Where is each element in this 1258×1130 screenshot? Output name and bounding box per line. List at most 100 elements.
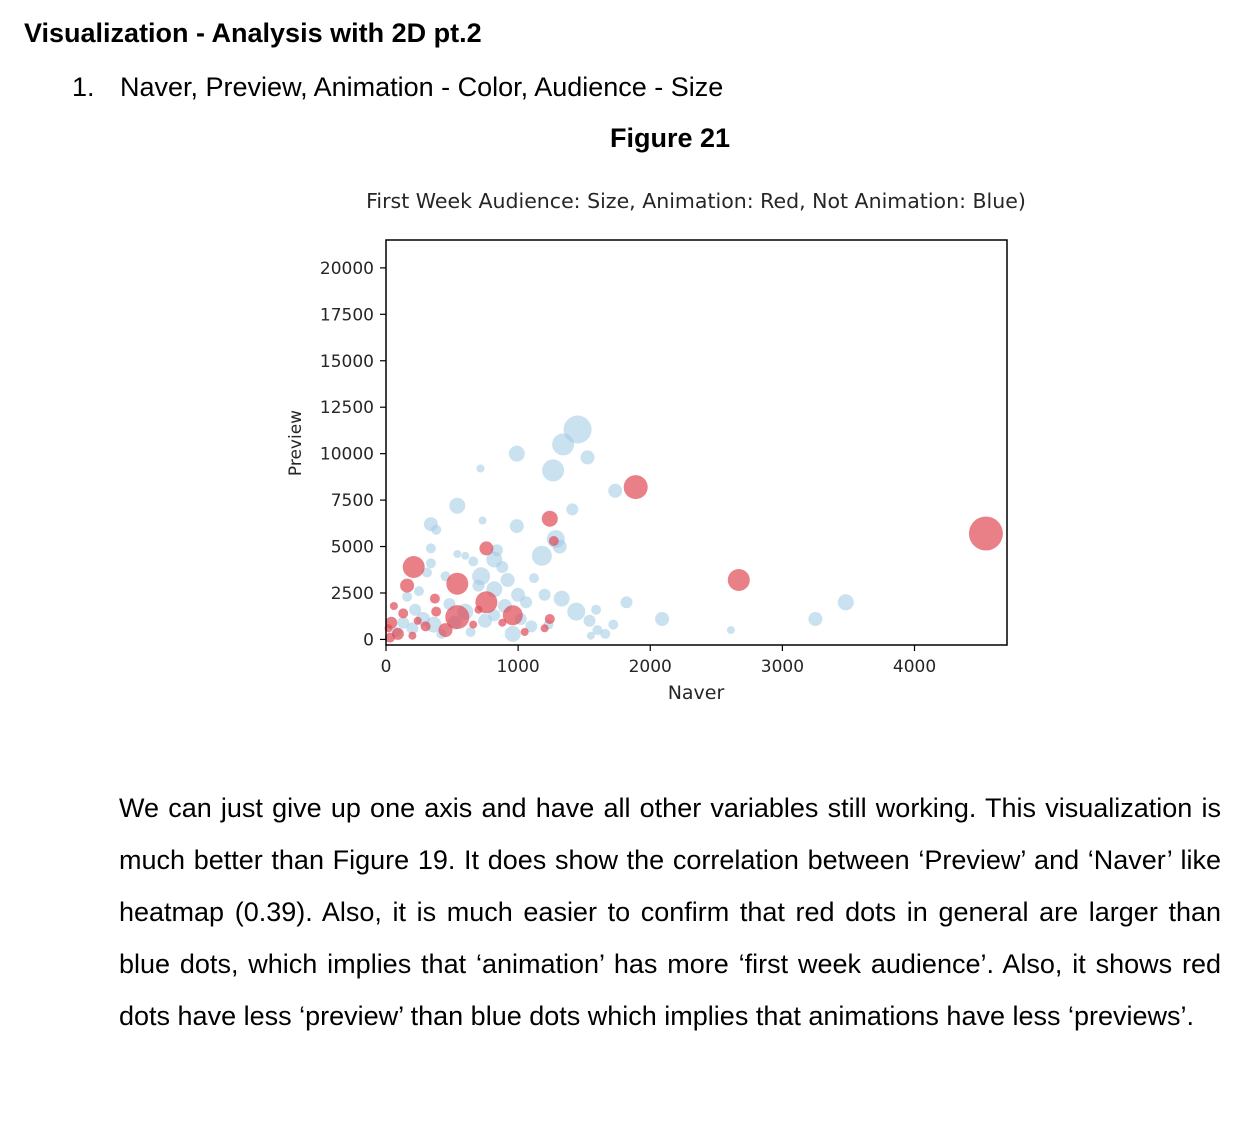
red-point-1 xyxy=(623,475,648,500)
blue-point-58 xyxy=(402,591,413,602)
red-point-6 xyxy=(400,578,415,593)
red-point-28 xyxy=(498,618,507,627)
blue-point-57 xyxy=(409,603,422,616)
blue-point-16 xyxy=(425,543,436,554)
blue-point-38 xyxy=(608,619,619,630)
x-axis: 0 1000 2000 3000 4000 xyxy=(381,645,936,677)
blue-point-7 xyxy=(449,497,466,514)
blue-point-48 xyxy=(600,628,611,639)
y-tick-label-4: 10000 xyxy=(320,445,374,465)
red-point-5 xyxy=(402,556,425,578)
blue-point-40 xyxy=(655,612,670,626)
blue-point-22 xyxy=(496,561,509,573)
red-point-0 xyxy=(968,516,1003,551)
points-layer xyxy=(384,415,1003,643)
blue-point-27 xyxy=(500,573,515,587)
blue-point-36 xyxy=(567,602,586,621)
red-point-27 xyxy=(469,620,478,629)
red-point-15 xyxy=(438,623,453,638)
red-point-17 xyxy=(398,608,409,619)
red-point-23 xyxy=(413,616,422,625)
y-axis: 0 2500 5000 7500 10000 12500 15000 17500 20000 xyxy=(320,259,386,650)
blue-point-9 xyxy=(478,516,487,525)
body-paragraph: We can just give up one axis and have al… xyxy=(119,793,1221,1031)
red-point-21 xyxy=(385,632,395,643)
list-text: Naver, Preview, Animation - Color, Audie… xyxy=(120,72,724,102)
blue-point-23 xyxy=(425,558,436,569)
y-axis-label: Preview xyxy=(286,410,306,476)
x-tick-label-1: 1000 xyxy=(496,657,539,677)
y-tick-label-7: 17500 xyxy=(320,305,374,325)
red-point-3 xyxy=(541,510,558,527)
red-point-26 xyxy=(474,605,483,614)
section-title: Visualization - Analysis with 2D pt.2 xyxy=(24,18,482,48)
blue-point-21 xyxy=(468,556,479,567)
blue-point-18 xyxy=(461,551,470,560)
plot-frame xyxy=(385,239,1008,646)
blue-point-32 xyxy=(538,588,551,601)
blue-point-61 xyxy=(397,616,410,629)
red-point-4 xyxy=(548,536,559,546)
list-item: 1. Naver, Preview, Animation - Color, Aud… xyxy=(72,72,723,103)
blue-point-41 xyxy=(726,626,735,635)
red-point-25 xyxy=(431,606,442,617)
blue-point-4 xyxy=(580,450,595,465)
blue-point-31 xyxy=(511,587,526,602)
blue-point-42 xyxy=(808,612,823,626)
x-tick-label-3: 3000 xyxy=(761,657,804,677)
blue-point-64 xyxy=(465,627,476,637)
blue-point-50 xyxy=(504,625,521,642)
blue-point-46 xyxy=(525,620,538,633)
y-tick-label-2: 5000 xyxy=(331,538,374,558)
red-point-18 xyxy=(389,602,398,610)
red-point-12 xyxy=(544,614,555,624)
red-point-10 xyxy=(445,605,470,630)
blue-point-15 xyxy=(531,545,552,566)
y-tick-label-5: 12500 xyxy=(320,398,374,418)
red-point-2 xyxy=(727,569,750,591)
red-point-29 xyxy=(520,628,529,636)
blue-point-51 xyxy=(478,613,493,628)
blue-point-43 xyxy=(837,594,854,611)
blue-point-5 xyxy=(476,464,485,473)
blue-point-17 xyxy=(453,550,462,558)
blue-point-29 xyxy=(472,579,485,592)
y-tick-label-3: 7500 xyxy=(331,491,374,511)
x-tick-label-4: 4000 xyxy=(893,657,936,677)
blue-point-59 xyxy=(414,586,424,597)
scatter-chart: First Week Audience: Size, Animation: Re… xyxy=(286,189,1026,704)
y-tick-label-6: 15000 xyxy=(320,352,374,372)
x-tick-label-2: 2000 xyxy=(629,657,672,677)
red-point-22 xyxy=(408,631,417,640)
blue-point-45 xyxy=(583,614,596,627)
blue-point-10 xyxy=(509,519,524,534)
y-tick-label-1: 2500 xyxy=(331,584,374,604)
x-tick-label-0: 0 xyxy=(381,657,392,677)
blue-point-44 xyxy=(592,625,603,636)
blue-point-39 xyxy=(620,596,633,609)
blue-point-8 xyxy=(566,503,579,516)
blue-point-28 xyxy=(529,573,539,584)
blue-point-60 xyxy=(406,622,419,635)
y-tick-label-0: 0 xyxy=(363,630,374,650)
blue-point-2 xyxy=(542,459,565,482)
red-point-16 xyxy=(420,621,431,632)
blue-point-24 xyxy=(422,567,432,578)
red-point-14 xyxy=(429,593,440,604)
list-number: 1. xyxy=(72,72,95,102)
blue-point-65 xyxy=(488,609,501,622)
red-point-11 xyxy=(502,605,523,626)
chart-title: First Week Audience: Size, Animation: Re… xyxy=(366,189,1026,213)
blue-point-3 xyxy=(508,445,525,462)
blue-point-12 xyxy=(431,524,442,535)
blue-point-34 xyxy=(520,596,533,609)
figure-caption: Figure 21 xyxy=(609,123,731,153)
red-point-13 xyxy=(540,624,549,633)
y-tick-label-8: 20000 xyxy=(320,259,374,279)
blue-point-33 xyxy=(553,590,570,607)
red-point-7 xyxy=(446,572,469,595)
blue-point-1 xyxy=(552,433,575,456)
blue-point-6 xyxy=(608,483,623,498)
red-point-9 xyxy=(479,541,494,556)
x-axis-label: Naver xyxy=(668,682,725,704)
